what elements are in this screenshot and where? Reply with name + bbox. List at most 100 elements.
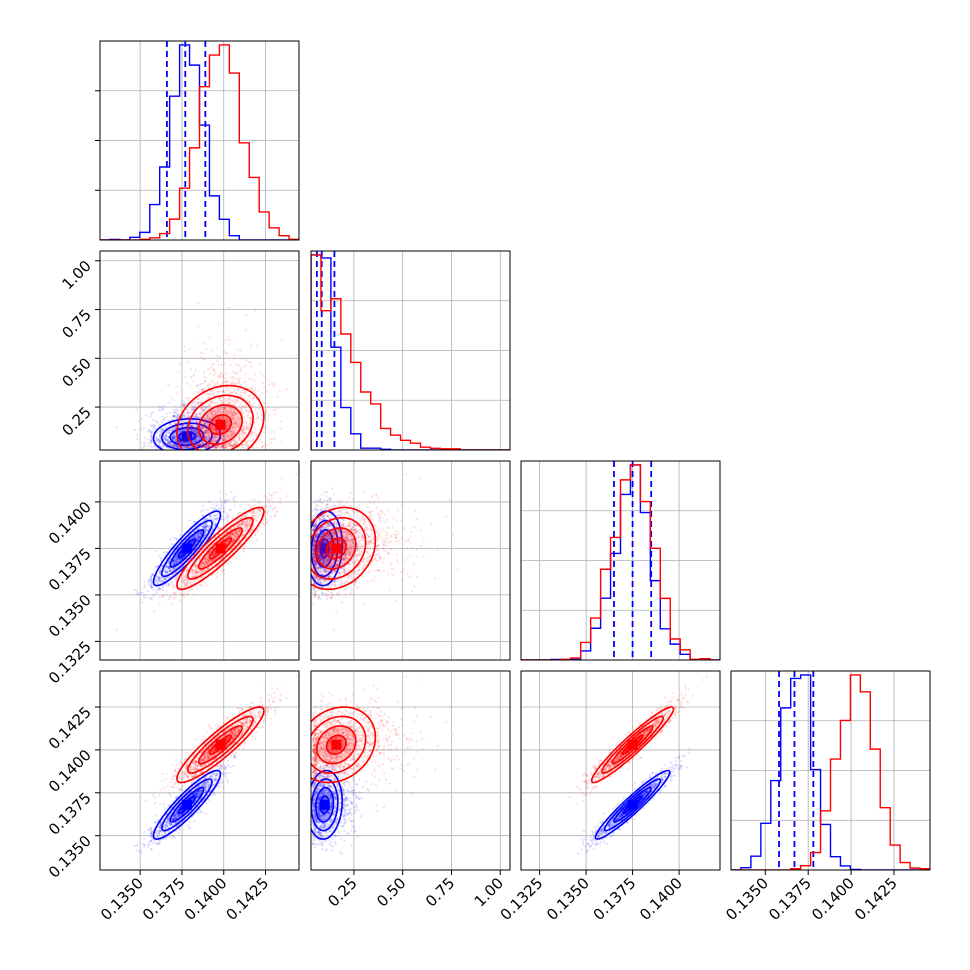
scatter-point [190, 446, 193, 449]
scatter-point [167, 432, 171, 435]
scatter-point [208, 417, 211, 421]
scatter-point [179, 440, 182, 443]
scatter-point [209, 402, 212, 406]
scatter-point [140, 418, 144, 421]
scatter-point [133, 588, 137, 591]
scatter-point [252, 402, 256, 405]
scatter-point [188, 385, 191, 388]
scatter-point [242, 412, 245, 415]
scatter-point [151, 411, 154, 414]
scatter-point [260, 440, 264, 444]
scatter-point [219, 430, 222, 434]
scatter-point [179, 440, 182, 443]
scatter-point [179, 404, 182, 407]
scatter-point [180, 443, 184, 446]
scatter-point [229, 428, 232, 432]
scatter-point [199, 445, 202, 448]
scatter-point [263, 445, 266, 448]
scatter-point [213, 445, 216, 448]
scatter-point [207, 525, 211, 528]
scatter-point [271, 493, 274, 497]
scatter-point [205, 445, 208, 448]
scatter-point [226, 424, 230, 427]
density-peak [181, 543, 192, 554]
scatter-point [188, 428, 192, 431]
scatter-point [279, 497, 282, 501]
y-tick-label: 0.75 [58, 306, 94, 342]
scatter-point [225, 389, 229, 392]
scatter-point [190, 424, 193, 427]
scatter-point [179, 440, 183, 443]
scatter-point [167, 436, 170, 439]
scatter-point [190, 425, 193, 428]
scatter-point [175, 446, 178, 449]
scatter-point [207, 383, 210, 386]
scatter-point [242, 428, 245, 431]
scatter-point [186, 444, 189, 448]
scatter-point [212, 440, 216, 443]
scatter-point [179, 533, 182, 537]
scatter-point [204, 422, 207, 425]
scatter-point [171, 444, 174, 447]
scatter-point [211, 423, 215, 426]
scatter-point [184, 446, 187, 449]
scatter-point [149, 444, 152, 447]
scatter-point [180, 441, 183, 444]
scatter-point [168, 443, 172, 446]
scatter-point [173, 411, 176, 414]
scatter-point [191, 440, 194, 443]
scatter-point [210, 446, 213, 450]
scatter-point [196, 324, 200, 328]
scatter-point [221, 444, 224, 447]
scatter-point [158, 438, 161, 441]
scatter-point [206, 416, 210, 419]
scatter-point [160, 446, 163, 449]
scatter-point [221, 443, 225, 446]
scatter-point [168, 428, 172, 431]
scatter-point [232, 417, 235, 420]
scatter-point [196, 415, 199, 419]
scatter-point [205, 429, 208, 432]
scatter-point [210, 440, 213, 443]
scatter-point [212, 369, 215, 372]
scatter-point [159, 436, 162, 439]
scatter-point [179, 424, 182, 427]
scatter-point [207, 419, 211, 422]
scatter-point [212, 439, 215, 443]
scatter-point [166, 441, 169, 444]
scatter-point [189, 444, 192, 447]
scatter-point [285, 495, 288, 498]
scatter-point [261, 413, 264, 416]
scatter-point [269, 441, 273, 444]
scatter-point [264, 396, 268, 399]
scatter-point [171, 430, 175, 433]
scatter-point [220, 372, 223, 376]
scatter-point [196, 439, 199, 442]
scatter-point [210, 381, 213, 384]
scatter-point [133, 429, 137, 432]
scatter-point [242, 388, 246, 392]
scatter-point [207, 432, 210, 435]
scatter-point [212, 423, 215, 426]
scatter-point [250, 416, 253, 419]
scatter-point [204, 432, 208, 435]
scatter-point [174, 439, 177, 442]
scatter-point [182, 438, 186, 441]
scatter-point [143, 584, 146, 587]
scatter-point [187, 415, 191, 418]
scatter-point [172, 428, 175, 431]
scatter-point [172, 596, 175, 600]
scatter-point [181, 424, 184, 427]
scatter-point [218, 376, 221, 379]
scatter-point [223, 499, 226, 502]
scatter-point [197, 443, 200, 446]
scatter-point [238, 438, 241, 441]
scatter-point [184, 427, 187, 430]
scatter-point [161, 432, 164, 435]
scatter-point [193, 536, 197, 539]
scatter-point [227, 442, 230, 445]
scatter-point [208, 418, 211, 421]
scatter-point [162, 418, 165, 421]
scatter-point [205, 413, 208, 416]
scatter-point [254, 408, 257, 411]
